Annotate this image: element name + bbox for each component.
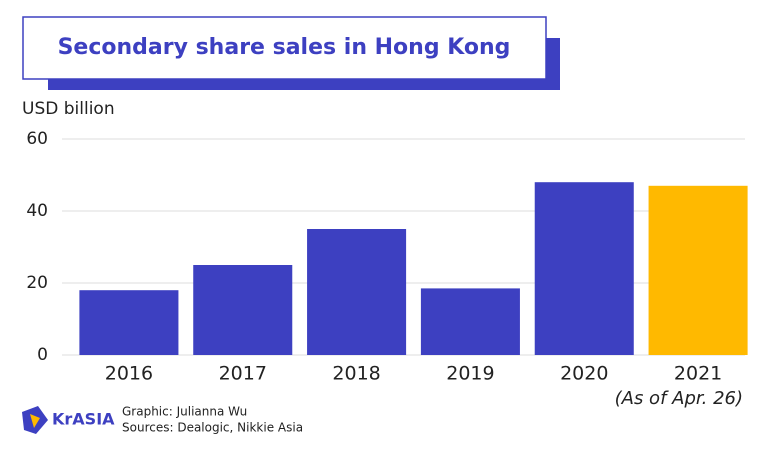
logo	[22, 406, 48, 434]
x-tick-label: 2017	[219, 363, 267, 385]
bar	[79, 290, 179, 355]
x-tick-label: 2018	[332, 363, 380, 385]
logo-icon-accent	[30, 414, 40, 428]
y-axis-label: USD billion	[22, 99, 115, 119]
x-tick-label: 2021	[674, 363, 722, 385]
credit: Graphic: Julianna Wu	[122, 405, 247, 419]
y-tick-label: 20	[26, 273, 48, 293]
y-tick-label: 0	[37, 345, 48, 365]
x-tick-label: 2019	[446, 363, 494, 385]
title-box	[22, 16, 547, 80]
annotation: (As of Apr. 26)	[615, 388, 743, 409]
y-tick-label: 60	[26, 129, 48, 149]
bar	[534, 182, 634, 355]
x-tick-label: 2016	[105, 363, 153, 385]
logo-text: KrASIA	[52, 410, 115, 429]
x-tick-label: 2020	[560, 363, 608, 385]
y-tick-label: 40	[26, 201, 48, 221]
bar	[420, 288, 520, 355]
sources: Sources: Dealogic, Nikkie Asia	[122, 421, 303, 435]
bar	[648, 185, 748, 355]
bar	[307, 229, 407, 355]
chart-title: Secondary share sales in Hong Kong	[58, 35, 511, 60]
bar	[193, 265, 293, 355]
